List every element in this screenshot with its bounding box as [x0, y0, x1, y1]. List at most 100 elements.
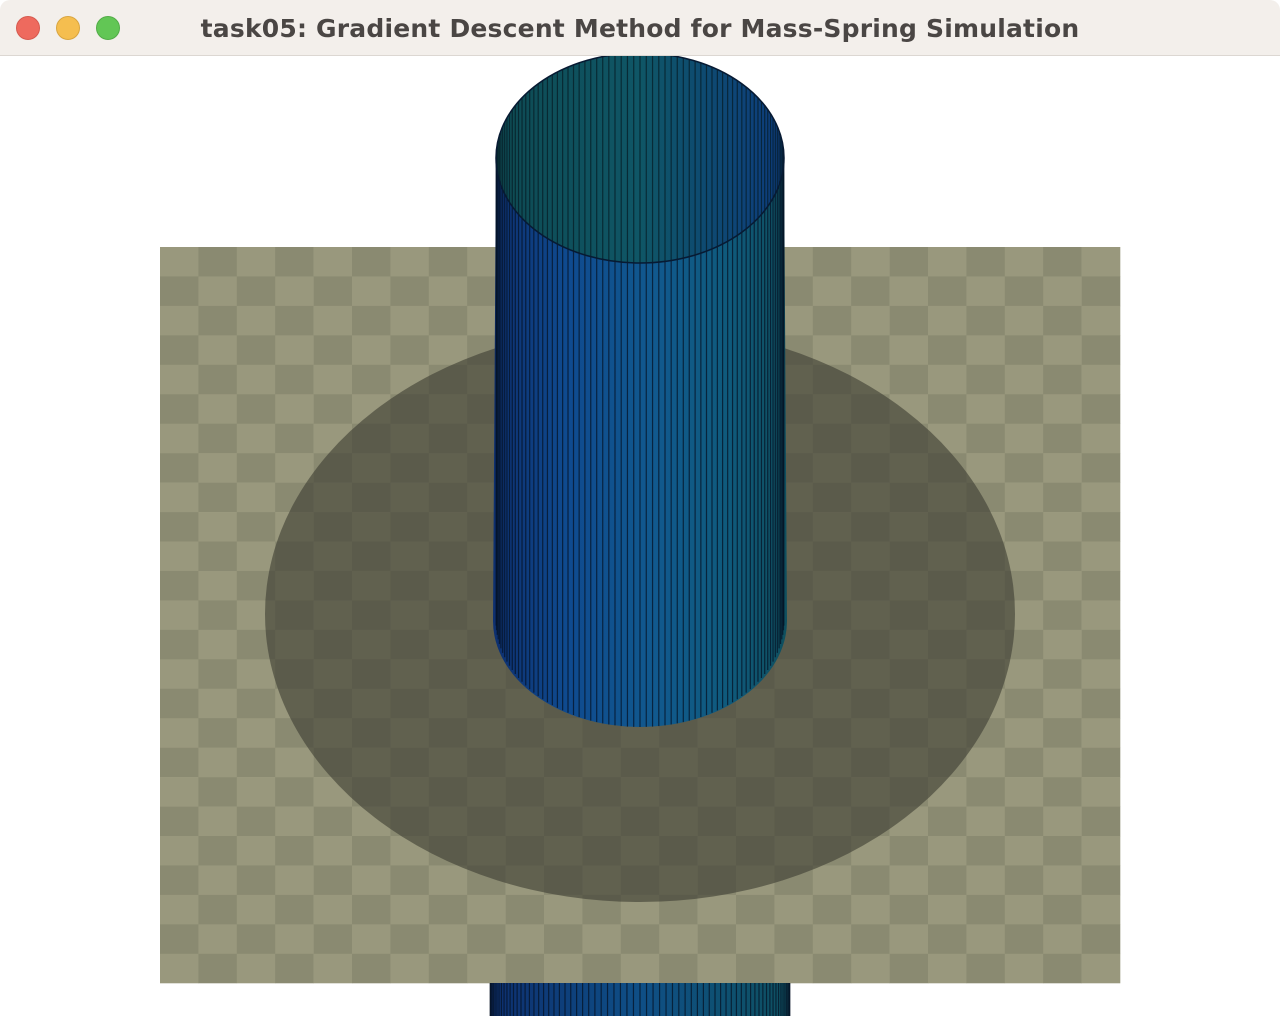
floor-tile [1043, 364, 1082, 395]
floor-tile [851, 953, 890, 984]
scene-canvas[interactable] [0, 56, 1280, 1016]
floor-tile [1043, 453, 1082, 483]
opengl-viewport[interactable] [0, 56, 1280, 1016]
floor-tile [928, 865, 967, 896]
floor-tile [198, 747, 238, 778]
floor-tile [160, 894, 199, 925]
floor-tile [198, 276, 238, 307]
floor-tile [352, 335, 391, 366]
floor-tile [198, 659, 238, 690]
floor-tile [275, 394, 314, 424]
floor-tile [198, 688, 238, 719]
floor-tile [236, 512, 276, 542]
floor-tile [1043, 570, 1082, 601]
floor-tile [1081, 423, 1121, 454]
floor-tile [1081, 688, 1121, 719]
floor-tile [1004, 836, 1044, 866]
floor-tile [1004, 247, 1044, 277]
floor-tile [352, 247, 391, 277]
close-icon[interactable] [16, 16, 40, 40]
floor-tile [851, 247, 890, 277]
floor-tile [352, 894, 391, 925]
floor-tile [160, 747, 199, 778]
floor-tile [198, 806, 238, 837]
floor-tile [160, 482, 199, 513]
floor-tile [352, 364, 391, 395]
floor-tile [198, 305, 238, 336]
floor-tile [313, 364, 353, 395]
floor-tile [774, 894, 814, 925]
floor-tile [198, 512, 238, 542]
floor-tile [1081, 894, 1121, 925]
floor-tile [928, 394, 967, 424]
floor-tile [851, 894, 890, 925]
floor-tile [352, 305, 391, 336]
floor-tile [390, 335, 430, 366]
floor-tile [1081, 305, 1121, 336]
cloth-cylinder-lower [489, 983, 791, 1016]
floor-tile [1004, 423, 1044, 454]
floor-tile [1081, 836, 1121, 866]
floor-tile [198, 423, 238, 454]
floor-tile [1004, 806, 1044, 837]
window-title: task05: Gradient Descent Method for Mass… [200, 14, 1080, 43]
floor-tile [160, 394, 199, 424]
floor-tile [1043, 482, 1082, 513]
zoom-icon[interactable] [96, 16, 120, 40]
floor-tile [160, 953, 199, 984]
floor-tile [1043, 659, 1082, 690]
floor-tile [352, 836, 391, 866]
floor-tile [160, 335, 199, 366]
floor-tile [697, 894, 737, 925]
floor-tile [198, 600, 238, 631]
floor-tile [198, 335, 238, 366]
floor-tile [812, 894, 852, 925]
floor-tile [966, 806, 1006, 837]
floor-tile [428, 894, 468, 925]
floor-tile [928, 247, 967, 277]
title-bar[interactable]: task05: Gradient Descent Method for Mass… [0, 0, 1280, 56]
floor-tile [1081, 806, 1121, 837]
cylinder-rim [495, 157, 785, 264]
floor-tile [467, 924, 506, 955]
floor-tile [275, 453, 314, 483]
floor-tile [428, 247, 468, 277]
floor-tile [467, 894, 506, 925]
floor-tile [966, 777, 1006, 807]
floor-tile [236, 423, 276, 454]
floor-tile [275, 924, 314, 955]
floor-tile [966, 865, 1006, 896]
floor-tile [1081, 600, 1121, 631]
floor-tile [1004, 747, 1044, 778]
floor-tile [236, 659, 276, 690]
minimize-icon[interactable] [56, 16, 80, 40]
floor-tile [160, 276, 199, 307]
floor-tile [812, 924, 852, 955]
floor-tile [275, 806, 314, 837]
floor-tile [275, 335, 314, 366]
floor-tile [313, 335, 353, 366]
floor-tile [275, 276, 314, 307]
floor-tile [812, 335, 852, 366]
floor-tile [544, 953, 583, 984]
floor-tile [928, 894, 967, 925]
floor-tile [812, 953, 852, 984]
floor-tile [198, 482, 238, 513]
floor-tile [236, 777, 276, 807]
floor-tile [659, 953, 698, 984]
floor-tile [313, 953, 353, 984]
floor-tile [1043, 747, 1082, 778]
floor-tile [236, 541, 276, 572]
floor-tile [313, 394, 353, 424]
floor-tile [1043, 423, 1082, 454]
floor-tile [812, 305, 852, 336]
floor-tile [428, 305, 468, 336]
floor-tile [966, 305, 1006, 336]
floor-tile [198, 570, 238, 601]
floor-tile [736, 894, 775, 925]
floor-tile [1081, 482, 1121, 513]
floor-tile [198, 394, 238, 424]
floor-tile [160, 629, 199, 660]
floor-tile [1043, 718, 1082, 748]
